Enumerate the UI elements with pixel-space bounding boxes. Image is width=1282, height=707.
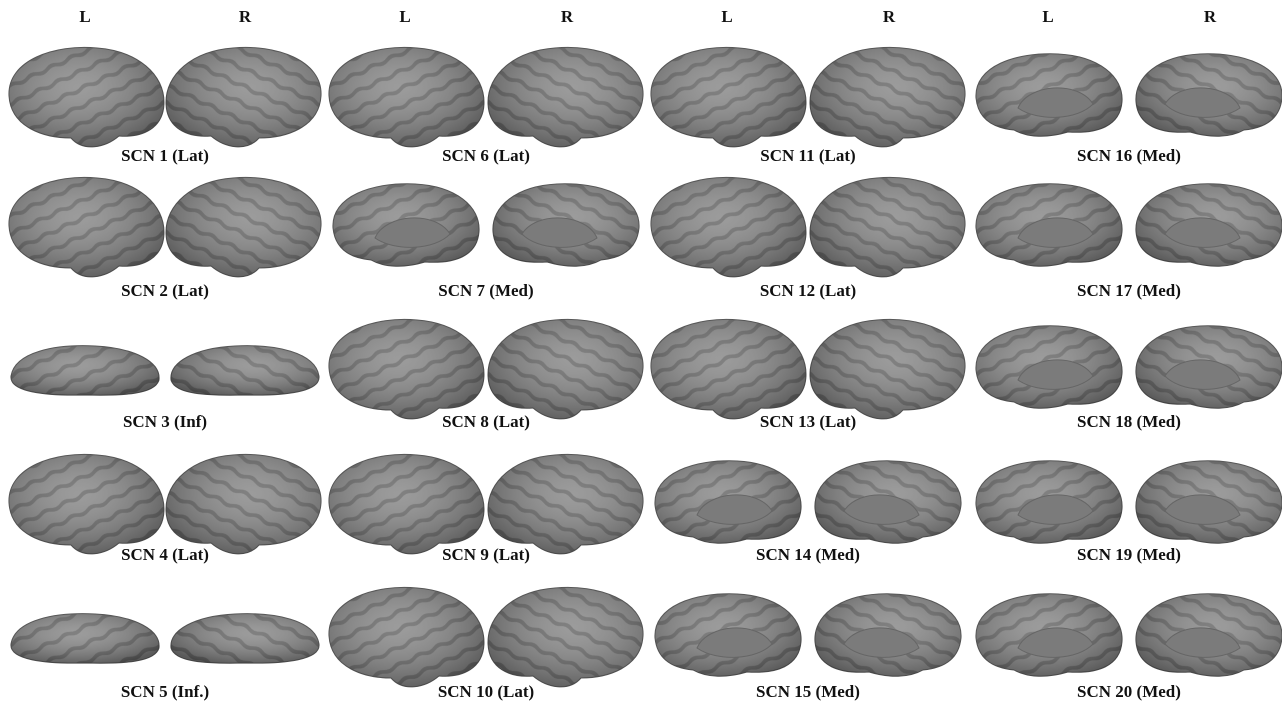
cortex-shading bbox=[651, 47, 806, 146]
cortex-shading bbox=[9, 47, 164, 146]
panel-label: SCN 11 (Lat) bbox=[760, 146, 855, 165]
brain-surface bbox=[488, 454, 643, 553]
cortex-shading bbox=[166, 177, 321, 276]
panel-label: SCN 5 (Inf.) bbox=[121, 682, 209, 701]
cortex-shading bbox=[329, 587, 484, 686]
panel-label: SCN 20 (Med) bbox=[1077, 682, 1181, 701]
brain-surface bbox=[810, 319, 965, 418]
hemisphere-header: R bbox=[239, 7, 252, 26]
hemisphere-header: L bbox=[399, 7, 410, 26]
cortex-shading bbox=[9, 177, 164, 276]
brain-surface bbox=[1136, 461, 1282, 543]
brain-surface bbox=[166, 454, 321, 553]
brain-surface bbox=[9, 454, 164, 553]
cortex-shading bbox=[488, 319, 643, 418]
brain-surface bbox=[333, 184, 479, 266]
cortex-shading bbox=[166, 47, 321, 146]
panel-label: SCN 8 (Lat) bbox=[442, 412, 530, 431]
brain-surface bbox=[329, 319, 484, 418]
cortex-shading bbox=[651, 177, 806, 276]
brain-surface bbox=[488, 47, 643, 146]
hemisphere-header: L bbox=[79, 7, 90, 26]
brain-surface bbox=[171, 614, 319, 664]
cortex-shading bbox=[810, 177, 965, 276]
brain-surface bbox=[810, 177, 965, 276]
panel-label: SCN 18 (Med) bbox=[1077, 412, 1181, 431]
brain-surface bbox=[9, 177, 164, 276]
cortex-shading bbox=[329, 47, 484, 146]
hemisphere-header: R bbox=[1204, 7, 1217, 26]
brain-surface bbox=[976, 184, 1122, 266]
panel-label: SCN 15 (Med) bbox=[756, 682, 860, 701]
brain-surface bbox=[166, 47, 321, 146]
brain-surface bbox=[488, 587, 643, 686]
brain-surface bbox=[976, 461, 1122, 543]
brain-surface bbox=[11, 346, 159, 396]
cortex-shading bbox=[488, 47, 643, 146]
brain-surface bbox=[9, 47, 164, 146]
brain-surface bbox=[166, 177, 321, 276]
cortex-shading bbox=[488, 454, 643, 553]
brain-surface bbox=[11, 614, 159, 664]
hemisphere-header: L bbox=[721, 7, 732, 26]
cortex-shading bbox=[810, 47, 965, 146]
panel-label: SCN 17 (Med) bbox=[1077, 281, 1181, 300]
cortex-shading bbox=[488, 587, 643, 686]
brain-surface bbox=[655, 461, 801, 543]
brain-surface bbox=[171, 346, 319, 396]
brain-surface bbox=[976, 594, 1122, 676]
brain-surface bbox=[651, 177, 806, 276]
hemisphere-header: R bbox=[883, 7, 896, 26]
hemisphere-header: L bbox=[1042, 7, 1053, 26]
brain-surface bbox=[488, 319, 643, 418]
brain-surface bbox=[976, 326, 1122, 408]
panel-label: SCN 1 (Lat) bbox=[121, 146, 209, 165]
panel-label: SCN 9 (Lat) bbox=[442, 545, 530, 564]
brain-surface bbox=[815, 594, 961, 676]
panel-label: SCN 16 (Med) bbox=[1077, 146, 1181, 165]
panel-label: SCN 14 (Med) bbox=[756, 545, 860, 564]
brain-surface bbox=[815, 461, 961, 543]
brain-surface bbox=[1136, 326, 1282, 408]
brain-surface bbox=[1136, 54, 1282, 136]
hemisphere-header: R bbox=[561, 7, 574, 26]
cortex-shading bbox=[166, 454, 321, 553]
brain-surface bbox=[329, 587, 484, 686]
brain-surface bbox=[329, 47, 484, 146]
panel-label: SCN 3 (Inf) bbox=[123, 412, 207, 431]
cortex-shading bbox=[329, 454, 484, 553]
cortex-shading bbox=[329, 319, 484, 418]
panel-label: SCN 6 (Lat) bbox=[442, 146, 530, 165]
panel-label: SCN 4 (Lat) bbox=[121, 545, 209, 564]
panel-label: SCN 2 (Lat) bbox=[121, 281, 209, 300]
panel-label: SCN 19 (Med) bbox=[1077, 545, 1181, 564]
brain-surface bbox=[810, 47, 965, 146]
brain-surface bbox=[651, 319, 806, 418]
brain-surface bbox=[655, 594, 801, 676]
cortex-shading bbox=[651, 319, 806, 418]
brain-surface bbox=[493, 184, 639, 266]
brain-surface bbox=[1136, 184, 1282, 266]
panel-label: SCN 12 (Lat) bbox=[760, 281, 856, 300]
panel-label: SCN 13 (Lat) bbox=[760, 412, 856, 431]
brain-surface bbox=[1136, 594, 1282, 676]
figure: L R L R L R L R SCN 1 (Lat) SCN 2 (Lat) SCN 3 (Inf… bbox=[0, 0, 1282, 707]
panel-label: SCN 7 (Med) bbox=[438, 281, 533, 300]
cortex-shading bbox=[810, 319, 965, 418]
brain-surface bbox=[651, 47, 806, 146]
brain-surface bbox=[976, 54, 1122, 136]
brain-surface bbox=[329, 454, 484, 553]
panel-label: SCN 10 (Lat) bbox=[438, 682, 534, 701]
cortex-shading bbox=[9, 454, 164, 553]
